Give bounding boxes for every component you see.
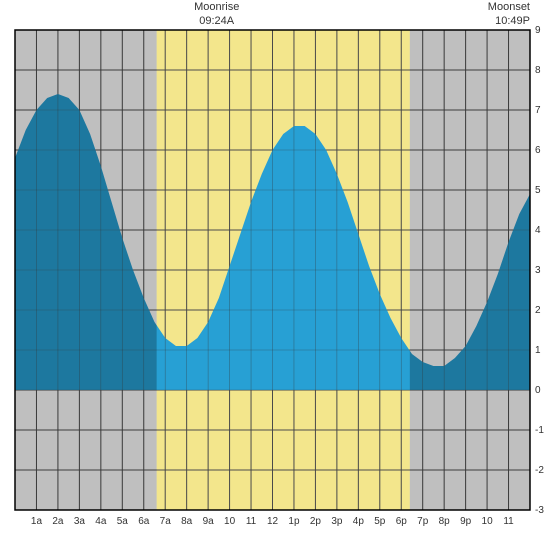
y-tick-label: 8: [535, 65, 541, 76]
y-tick-label: 7: [535, 105, 541, 116]
x-tick-label: 1p: [288, 516, 300, 527]
y-tick-label: 3: [535, 265, 541, 276]
x-tick-label: 10: [482, 516, 494, 527]
y-tick-label: -3: [535, 505, 544, 516]
x-tick-label: 5p: [374, 516, 386, 527]
y-tick-label: 0: [535, 385, 541, 396]
x-tick-label: 2p: [310, 516, 322, 527]
x-tick-label: 7a: [160, 516, 172, 527]
moonset-title: Moonset: [488, 1, 530, 13]
x-tick-label: 5a: [117, 516, 129, 527]
moonrise-title: Moonrise: [194, 1, 239, 13]
x-tick-label: 4a: [95, 516, 107, 527]
x-tick-label: 9a: [203, 516, 215, 527]
x-tick-label: 3p: [331, 516, 343, 527]
y-tick-label: 9: [535, 25, 541, 36]
y-tick-label: 1: [535, 345, 541, 356]
x-tick-label: 4p: [353, 516, 365, 527]
moonrise-time: 09:24A: [199, 15, 234, 27]
y-tick-label: 2: [535, 305, 541, 316]
x-tick-label: 11: [246, 516, 257, 527]
y-tick-label: -2: [535, 465, 544, 476]
x-tick-label: 3a: [74, 516, 86, 527]
x-tick-label: 8a: [181, 516, 193, 527]
x-tick-label: 1a: [31, 516, 43, 527]
tide-chart: Moonrise 09:24A Moonset 10:49P 1a2a3a4a5…: [0, 0, 550, 550]
y-tick-label: 5: [535, 185, 541, 196]
x-tick-label: 12: [267, 516, 279, 527]
x-tick-label: 6p: [396, 516, 408, 527]
x-tick-label: 2a: [52, 516, 64, 527]
x-tick-label: 9p: [460, 516, 472, 527]
y-tick-label: 4: [535, 225, 541, 236]
y-tick-label: 6: [535, 145, 541, 156]
moonset-label: Moonset 10:49P: [488, 0, 530, 29]
moonset-time: 10:49P: [495, 15, 530, 27]
moonrise-label: Moonrise 09:24A: [187, 0, 247, 29]
x-tick-label: 7p: [417, 516, 429, 527]
y-tick-label: -1: [535, 425, 544, 436]
x-tick-label: 11: [503, 516, 514, 527]
chart-svg: 1a2a3a4a5a6a7a8a9a1011121p2p3p4p5p6p7p8p…: [0, 0, 550, 550]
x-tick-label: 8p: [439, 516, 451, 527]
x-tick-label: 10: [224, 516, 236, 527]
x-tick-label: 6a: [138, 516, 150, 527]
